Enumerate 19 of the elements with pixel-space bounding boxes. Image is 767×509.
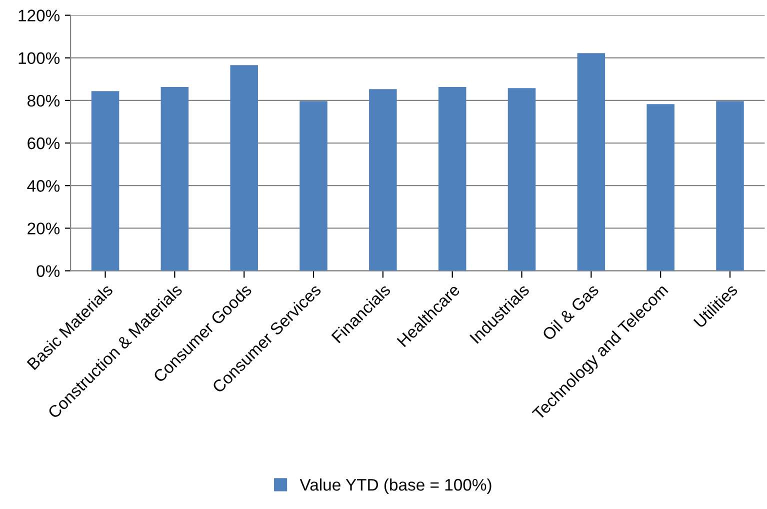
y-tick-label: 40% [27,180,60,192]
legend-label: Value YTD (base = 100%) [300,478,492,494]
y-tick-label: 100% [18,52,60,64]
bar [300,101,328,271]
bar [646,104,674,271]
bar [369,89,397,271]
bar [160,87,189,271]
bar [577,53,606,271]
x-tick-label: Oil & Gas [541,283,600,342]
bar [230,65,258,271]
bar [438,87,466,271]
y-tick-label: 120% [18,10,60,22]
y-tick-label: 20% [28,222,60,234]
bar [508,88,536,271]
bar [716,101,744,271]
y-tick-label: 60% [28,137,60,150]
bar [91,91,120,271]
y-tick-label: 0% [36,265,60,277]
y-tick-label: 80% [28,94,60,107]
